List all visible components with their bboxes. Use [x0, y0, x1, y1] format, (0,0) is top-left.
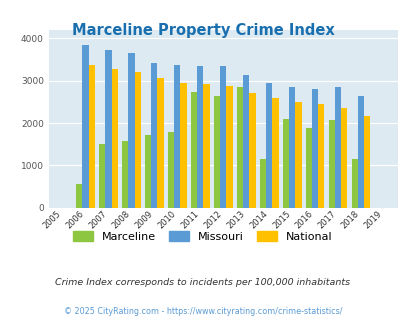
Bar — [180, 83, 186, 208]
Bar — [226, 86, 232, 208]
Bar — [145, 135, 151, 208]
Bar — [134, 72, 141, 208]
Bar — [259, 159, 266, 208]
Text: © 2025 CityRating.com - https://www.cityrating.com/crime-statistics/: © 2025 CityRating.com - https://www.city… — [64, 307, 341, 316]
Bar — [363, 116, 369, 208]
Bar — [237, 86, 243, 208]
Bar — [88, 65, 94, 208]
Bar — [357, 96, 363, 208]
Bar — [266, 83, 272, 208]
Text: Crime Index corresponds to incidents per 100,000 inhabitants: Crime Index corresponds to incidents per… — [55, 278, 350, 287]
Bar — [191, 92, 197, 208]
Bar — [99, 144, 105, 208]
Bar — [76, 184, 82, 208]
Bar — [168, 132, 174, 208]
Bar — [82, 46, 88, 208]
Bar — [151, 63, 157, 208]
Text: Marceline Property Crime Index: Marceline Property Crime Index — [71, 23, 334, 38]
Bar — [294, 102, 301, 208]
Bar — [272, 98, 278, 208]
Bar — [328, 120, 334, 208]
Bar — [197, 66, 203, 208]
Bar — [305, 128, 311, 208]
Bar — [311, 89, 318, 208]
Bar — [213, 96, 220, 208]
Bar — [122, 141, 128, 208]
Bar — [220, 66, 226, 208]
Bar — [334, 87, 341, 208]
Bar — [282, 119, 288, 208]
Bar — [111, 69, 117, 208]
Bar — [174, 65, 180, 208]
Bar — [128, 53, 134, 208]
Bar — [351, 159, 357, 208]
Bar — [249, 93, 255, 208]
Bar — [105, 50, 111, 208]
Bar — [243, 75, 249, 208]
Bar — [318, 104, 324, 208]
Legend: Marceline, Missouri, National: Marceline, Missouri, National — [68, 227, 337, 246]
Bar — [157, 78, 163, 208]
Bar — [341, 108, 347, 208]
Bar — [203, 83, 209, 208]
Bar — [288, 86, 294, 208]
